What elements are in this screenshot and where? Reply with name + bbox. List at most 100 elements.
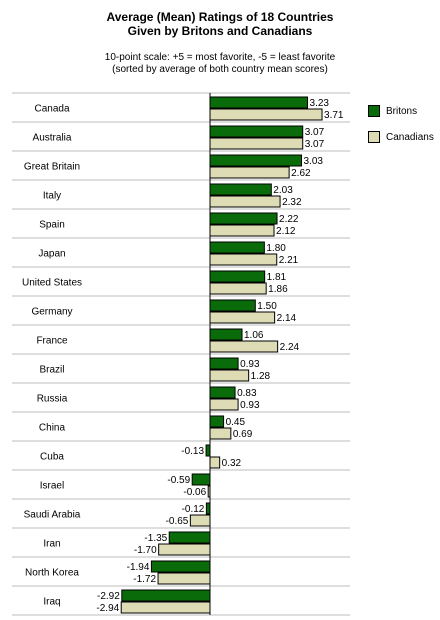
- bar-britons-cuba: [205, 444, 211, 457]
- chart-title-line-1: Average (Mean) Ratings of 18 Countries: [106, 10, 334, 24]
- legend-swatch-britons: [368, 105, 380, 117]
- bar-canadians-italy: [209, 195, 281, 208]
- value-label-canadians-germany: 2.14: [277, 313, 297, 324]
- bar-canadians-spain: [209, 224, 275, 237]
- category-label-brazil: Brazil: [39, 365, 64, 376]
- value-label-britons-united-states: 1.81: [267, 272, 287, 283]
- value-label-britons-canada: 3.23: [310, 98, 330, 109]
- category-label-iran: Iran: [43, 539, 60, 550]
- bar-canadians-brazil: [209, 369, 250, 382]
- bar-britons-brazil: [209, 357, 239, 370]
- legend-label-canadians: Canadians: [386, 131, 434, 143]
- bar-canadians-australia: [209, 137, 304, 150]
- bar-canadians-iraq: [120, 601, 211, 614]
- category-label-cuba: Cuba: [40, 452, 64, 463]
- bar-canadians-iran: [158, 543, 211, 556]
- category-label-italy: Italy: [43, 191, 61, 202]
- bar-canadians-russia: [209, 398, 239, 411]
- bar-britons-iran: [168, 531, 211, 544]
- category-label-iraq: Iraq: [43, 597, 60, 608]
- value-label-britons-great-britain: 3.03: [304, 156, 324, 167]
- value-label-britons-germany: 1.50: [257, 301, 277, 312]
- value-label-canadians-cuba: 0.32: [222, 458, 242, 469]
- value-label-canadians-brazil: 1.28: [251, 371, 271, 382]
- value-label-britons-france: 1.06: [244, 330, 264, 341]
- value-label-britons-cuba: -0.13: [181, 446, 204, 457]
- value-label-canadians-israel: -0.06: [183, 487, 206, 498]
- bar-britons-great-britain: [209, 154, 303, 167]
- legend-item-britons: Britons: [368, 104, 434, 118]
- bar-britons-united-states: [209, 270, 266, 283]
- bar-britons-israel: [191, 473, 211, 486]
- category-label-north-korea: North Korea: [25, 568, 79, 579]
- bar-canadians-china: [209, 427, 232, 440]
- category-label-canada: Canada: [34, 104, 69, 115]
- value-label-britons-brazil: 0.93: [240, 359, 260, 370]
- bar-canadians-saudi-arabia: [189, 514, 211, 527]
- bar-britons-spain: [209, 212, 278, 225]
- value-label-canadians-spain: 2.12: [276, 226, 296, 237]
- bar-canadians-japan: [209, 253, 278, 266]
- value-label-britons-china: 0.45: [226, 417, 246, 428]
- legend-swatch-canadians: [368, 131, 380, 143]
- bar-britons-japan: [209, 241, 265, 254]
- legend-label-britons: Britons: [386, 105, 418, 117]
- legend-item-canadians: Canadians: [368, 130, 434, 144]
- category-label-france: France: [36, 336, 68, 347]
- value-label-canadians-italy: 2.32: [282, 197, 302, 208]
- value-label-canadians-france: 2.24: [280, 342, 300, 353]
- bar-canadians-france: [209, 340, 279, 353]
- value-label-britons-iran: -1.35: [144, 533, 167, 544]
- category-label-united-states: United States: [22, 278, 82, 289]
- category-label-australia: Australia: [33, 133, 72, 144]
- value-label-britons-russia: 0.83: [237, 388, 257, 399]
- value-label-britons-north-korea: -1.94: [127, 562, 150, 573]
- bar-britons-china: [209, 415, 225, 428]
- bar-britons-iraq: [121, 589, 211, 602]
- bar-britons-canada: [209, 96, 309, 109]
- chart-subtitle-line-1: 10-point scale: +5 = most favorite, -5 =…: [104, 52, 336, 63]
- value-label-canadians-canada: 3.71: [324, 110, 344, 121]
- value-label-canadians-russia: 0.93: [240, 400, 260, 411]
- bar-canadians-north-korea: [157, 572, 211, 585]
- chart-subtitle-line-2: (sorted by average of both country mean …: [112, 64, 328, 75]
- category-label-japan: Japan: [38, 249, 65, 260]
- value-label-britons-australia: 3.07: [305, 127, 325, 138]
- value-label-britons-saudi-arabia: -0.12: [182, 504, 205, 515]
- bar-canadians-united-states: [209, 282, 267, 295]
- category-label-china: China: [39, 423, 66, 434]
- chart-subtitle: 10-point scale: +5 = most favorite, -5 =…: [0, 52, 440, 76]
- value-label-canadians-australia: 3.07: [305, 139, 325, 150]
- category-label-spain: Spain: [39, 220, 65, 231]
- chart-legend: Britons Canadians: [368, 104, 434, 156]
- bar-britons-saudi-arabia: [205, 502, 211, 515]
- value-label-canadians-north-korea: -1.72: [133, 574, 156, 585]
- bar-britons-russia: [209, 386, 236, 399]
- bar-canadians-great-britain: [209, 166, 290, 179]
- category-label-saudi-arabia: Saudi Arabia: [24, 510, 81, 521]
- value-label-canadians-iraq: -2.94: [96, 603, 119, 614]
- value-label-canadians-china: 0.69: [233, 429, 253, 440]
- value-label-britons-italy: 2.03: [273, 185, 293, 196]
- value-label-britons-israel: -0.59: [167, 475, 190, 486]
- value-label-canadians-great-britain: 2.62: [291, 168, 311, 179]
- category-label-russia: Russia: [37, 394, 68, 405]
- bar-britons-australia: [209, 125, 304, 138]
- value-label-canadians-japan: 2.21: [279, 255, 299, 266]
- chart-title-line-2: Given by Britons and Canadians: [127, 24, 313, 38]
- value-label-canadians-iran: -1.70: [134, 545, 157, 556]
- bar-britons-germany: [209, 299, 256, 312]
- bar-britons-france: [209, 328, 243, 341]
- chart-title: Average (Mean) Ratings of 18 Countries G…: [0, 10, 440, 38]
- value-label-canadians-united-states: 1.86: [268, 284, 288, 295]
- bar-britons-north-korea: [150, 560, 211, 573]
- value-label-britons-iraq: -2.92: [97, 591, 120, 602]
- bar-canadians-cuba: [209, 456, 221, 469]
- category-label-germany: Germany: [31, 307, 72, 318]
- value-label-canadians-saudi-arabia: -0.65: [166, 516, 189, 527]
- value-label-britons-japan: 1.80: [266, 243, 286, 254]
- category-label-great-britain: Great Britain: [24, 162, 80, 173]
- bar-canadians-germany: [209, 311, 276, 324]
- value-label-britons-spain: 2.22: [279, 214, 299, 225]
